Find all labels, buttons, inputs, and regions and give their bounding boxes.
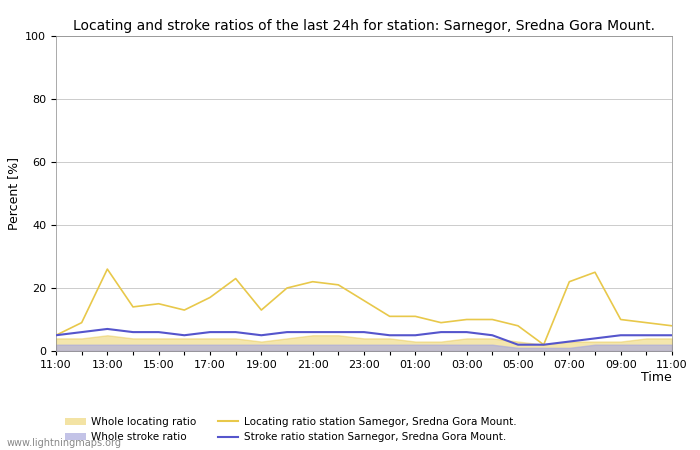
Y-axis label: Percent [%]: Percent [%] — [7, 157, 20, 230]
Legend: Whole locating ratio, Whole stroke ratio, Locating ratio station Samegor, Sredna: Whole locating ratio, Whole stroke ratio… — [61, 413, 520, 446]
Text: Time: Time — [641, 371, 672, 384]
Title: Locating and stroke ratios of the last 24h for station: Sarnegor, Sredna Gora Mo: Locating and stroke ratios of the last 2… — [73, 19, 655, 33]
Text: www.lightningmaps.org: www.lightningmaps.org — [7, 438, 122, 448]
